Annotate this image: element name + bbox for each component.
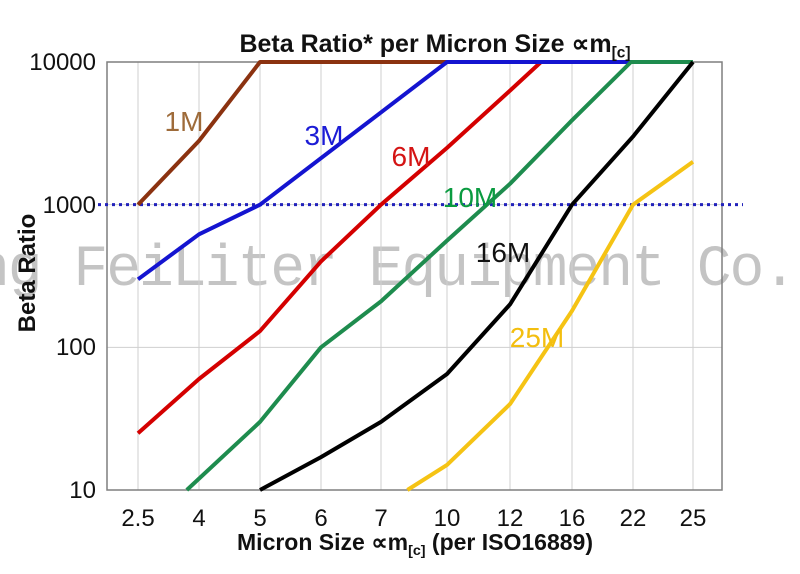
series-line-1M <box>136 60 447 207</box>
y-axis-title: Beta Ratio <box>14 213 41 333</box>
series-line-10M <box>185 60 693 492</box>
x-tick-2p5: 2.5 <box>121 505 155 532</box>
x-tick-12: 12 <box>496 505 524 532</box>
x-axis-title: Micron Size ∝m[c] (per ISO16889) <box>237 529 593 559</box>
chart-title: Beta Ratio* per Micron Size ∝m[c] <box>239 29 630 62</box>
x-axis-title-prefix: Micron Size ∝m <box>237 529 409 555</box>
series-label-10M: 10M <box>443 182 497 213</box>
series-label-3M: 3M <box>305 120 344 151</box>
x-tick-5: 5 <box>253 505 267 532</box>
y-tick-1000: 1000 <box>42 192 96 219</box>
chart-title-subscript: [c] <box>611 44 631 62</box>
x-tick-22: 22 <box>619 505 647 532</box>
series-label-1M: 1M <box>165 106 204 137</box>
x-tick-7: 7 <box>374 505 388 532</box>
x-tick-10: 10 <box>433 505 461 532</box>
x-axis-title-subscript: [c] <box>408 542 426 559</box>
series-line-6M <box>136 60 543 435</box>
y-tick-100: 100 <box>55 334 96 361</box>
y-tick-10: 10 <box>69 477 96 504</box>
series-label-25M: 25M <box>510 322 564 353</box>
x-tick-6: 6 <box>314 505 328 532</box>
series-line-25M <box>406 160 695 492</box>
series-label-6M: 6M <box>392 141 431 172</box>
chart-title-text: Beta Ratio* per Micron Size ∝m <box>239 30 612 58</box>
series-line-3M <box>136 60 631 281</box>
y-tick-10000: 10000 <box>29 49 96 76</box>
x-tick-16: 16 <box>558 505 586 532</box>
series-label-16M: 16M <box>476 237 530 268</box>
series-line-16M <box>259 60 695 492</box>
x-tick-4: 4 <box>192 505 206 532</box>
x-tick-25: 25 <box>679 505 707 532</box>
x-axis-title-suffix: (per ISO16889) <box>425 529 593 555</box>
